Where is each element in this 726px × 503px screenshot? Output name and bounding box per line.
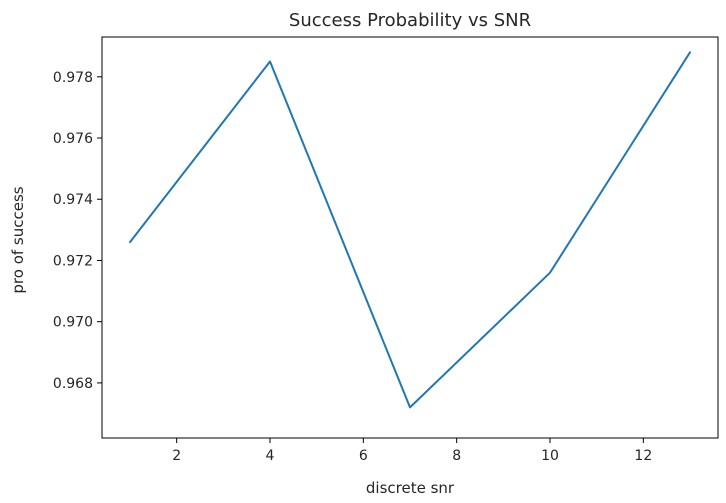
y-tick-label: 0.976 bbox=[53, 131, 93, 147]
x-tick-label: 8 bbox=[452, 448, 461, 464]
y-tick-label: 0.970 bbox=[53, 315, 93, 331]
series-line bbox=[129, 51, 691, 409]
x-axis-label: discrete snr bbox=[366, 479, 455, 497]
y-axis-label: pro of success bbox=[9, 186, 27, 293]
x-tick-label: 4 bbox=[266, 448, 275, 464]
y-axis: 0.968 0.970 0.972 0.974 0.976 0.978 bbox=[53, 70, 102, 392]
y-tick-label: 0.972 bbox=[53, 253, 93, 269]
chart-title: Success Probability vs SNR bbox=[289, 10, 531, 31]
x-axis: 2 4 6 8 10 12 bbox=[172, 438, 652, 464]
y-tick-label: 0.968 bbox=[53, 376, 93, 392]
y-tick-label: 0.978 bbox=[53, 70, 93, 86]
x-tick-label: 12 bbox=[634, 448, 652, 464]
x-tick-label: 6 bbox=[359, 448, 368, 464]
x-tick-label: 10 bbox=[541, 448, 559, 464]
x-tick-label: 2 bbox=[172, 448, 181, 464]
plot-area-frame bbox=[101, 36, 719, 439]
y-tick-label: 0.974 bbox=[53, 192, 93, 208]
